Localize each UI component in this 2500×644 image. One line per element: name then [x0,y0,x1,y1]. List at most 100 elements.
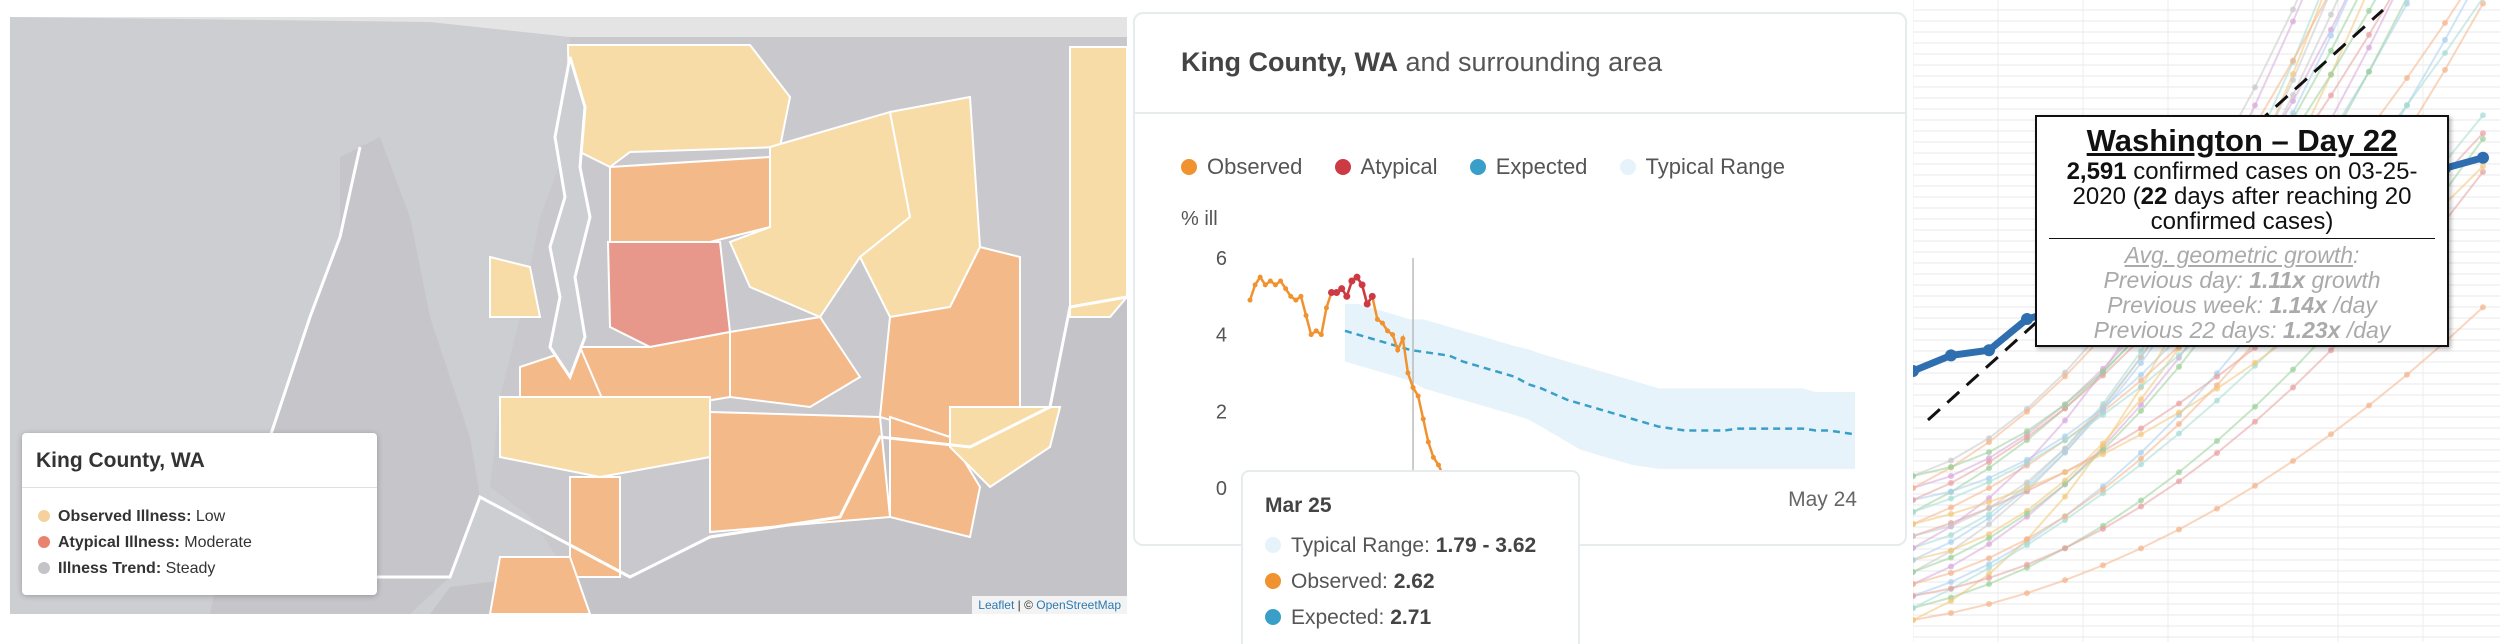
observed-point [1303,313,1309,318]
legend-item-typical-range[interactable]: Typical Range [1619,154,1785,180]
growth-tooltip-summary: 2,591 confirmed cases on 03-25-2020 (22 … [2037,159,2447,234]
county-benton [889,415,982,539]
case-growth-chart[interactable]: Washington – Day 22 2,591 confirmed case… [1913,0,2500,642]
legend-item-atypical[interactable]: Atypical [1334,154,1438,180]
chart-plot-area[interactable]: 0 2 4 6 [1135,14,1905,544]
observed-point [1405,370,1411,376]
tooltip-expected: Expected: 2.71 [1265,606,1431,630]
legend-trend-swatch [38,562,50,574]
observed-point [1257,274,1263,280]
prev-22-days-growth: Previous 22 days: 1.23x /day [2037,318,2447,343]
observed-point [1410,385,1416,391]
avg-growth-heading: Avg. geometric growth: [2124,242,2360,268]
prev-week-growth: Previous week: 1.14x /day [2037,293,2447,318]
observed-point [1308,332,1314,338]
prev-day-growth: Previous day: 1.11x growth [2037,268,2447,293]
prev-22-value: 1.23x [2282,317,2341,343]
legend-atypical-illness: Atypical Illness: Moderate [38,534,252,552]
illness-map[interactable]: King County, WA Observed Illness: Low At… [10,17,1127,614]
expected-legend-label: Expected [1495,154,1588,179]
prev-22-label: Previous 22 days: [2093,317,2283,343]
attribution-separator: | © [1014,598,1037,612]
chart-header: King County, WA and surrounding area [1135,14,1905,114]
washington-point [1983,344,1995,357]
legend-trend-label: Illness Trend: [58,560,162,577]
map-attribution: Leaflet | © OpenStreetMap [972,596,1127,614]
observed-point [1247,297,1253,303]
washington-point [1945,349,1957,362]
legend-trend-value: Steady [165,560,216,577]
y-tick-label: 2 [1216,401,1227,423]
chart-title-suffix: and surrounding area [1397,47,1663,77]
observed-point [1436,462,1442,468]
legend-atypical-label: Atypical Illness: [58,534,180,551]
legend-item-expected[interactable]: Expected [1469,154,1588,180]
tooltip-observed-swatch [1265,573,1281,589]
leaflet-link[interactable]: Leaflet [978,598,1015,612]
observed-point [1425,439,1431,445]
growth-tooltip-divider [2049,238,2435,239]
observed-point [1415,393,1421,399]
observed-point [1298,293,1304,299]
legend-observed-value: Low [195,508,226,525]
legend-observed-illness: Observed Illness: Low [38,508,225,526]
tooltip-typical-range: Typical Range: 1.79 - 3.62 [1265,534,1536,558]
comparison-line [1913,306,2484,621]
puget-sound [548,56,592,381]
observed-point [1262,282,1268,288]
observed-point [1288,293,1294,299]
county-skagit [609,155,771,243]
county-jefferson [489,255,542,318]
atypical-swatch [1334,159,1351,175]
oregon-grey [430,297,1127,614]
observed-point [1267,278,1273,284]
tooltip-date: Mar 25 [1265,494,1332,517]
tooltip-range-label: Typical Range: [1291,534,1430,557]
openstreetmap-link[interactable]: OpenStreetMap [1036,598,1121,612]
tooltip-expected-label: Expected: [1291,606,1385,629]
observed-point [1278,278,1284,284]
typical-range-swatch [1619,159,1636,175]
x-axis-end-date: May 24 [1788,488,1857,511]
observed-point [1283,286,1289,292]
growth-tooltip-title: Washington – Day 22 [2086,123,2398,158]
avg-growth-label: Avg. geometric growth [2124,242,2353,268]
tooltip-range-swatch [1265,537,1281,553]
legend-atypical-value: Moderate [184,534,252,551]
observed-point [1374,316,1380,322]
typical-range-legend-label: Typical Range [1645,154,1785,179]
observed-point [1272,282,1278,288]
legend-illness-trend: Illness Trend: Steady [38,560,215,578]
legend-item-observed[interactable]: Observed [1181,154,1302,180]
confirmed-cases-text: confirmed cases on 03-25-2020 ( [2072,158,2418,210]
observed-point [1313,328,1319,334]
legend-observed-swatch [38,510,50,522]
observed-point [1430,454,1436,460]
canada-landmass [10,17,1127,37]
observed-point [1395,347,1401,353]
y-tick-label: 6 [1216,248,1227,270]
observed-point [1400,336,1406,341]
tooltip-range-value: 1.79 - 3.62 [1435,534,1537,557]
y-axis-label: % ill [1181,208,1218,230]
expected-line [1344,329,1856,436]
chart-title: King County, WA and surrounding area [1181,47,1662,78]
prev-week-value: 1.14x [2269,292,2328,318]
county-cowlitz [569,476,621,578]
observed-point [1385,328,1391,334]
map-canvas[interactable] [10,17,1127,614]
y-tick-label: 4 [1216,325,1227,347]
state-border [218,146,1127,579]
county-snohomish [606,241,732,349]
prev-day-label: Previous day: [2103,267,2250,293]
days-count: 22 [2140,183,2168,210]
tooltip-expected-swatch [1265,609,1281,625]
county-clark [488,556,592,614]
prev-day-value: 1.11x [2249,267,2306,293]
observed-point [1293,297,1299,303]
atypical-legend-label: Atypical [1360,154,1438,179]
chart-tooltip: Mar 25 Typical Range: 1.79 - 3.62 Observ… [1241,470,1580,644]
observed-point [1379,320,1385,326]
tooltip-observed: Observed: 2.62 [1265,570,1435,594]
map-legend-divider [22,487,377,488]
